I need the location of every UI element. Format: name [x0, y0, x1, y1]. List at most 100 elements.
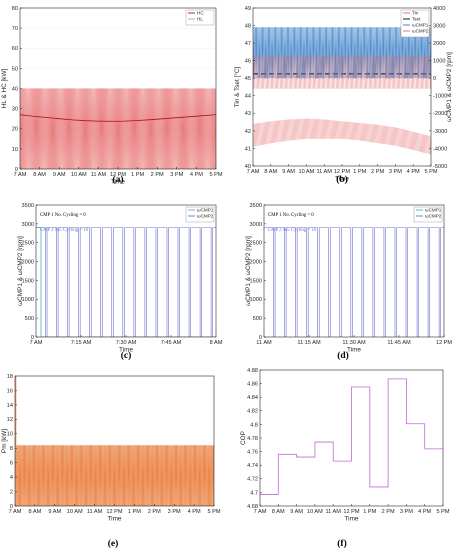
plot-area: [36, 205, 216, 337]
legend-box: [185, 9, 215, 26]
x-tick-label: 8 AM: [29, 509, 42, 515]
panel-letter: (a): [112, 174, 123, 185]
y-tick-label: 70: [12, 26, 18, 32]
x-tick-label: 10 AM: [298, 169, 314, 175]
plot-area: [264, 205, 444, 337]
series-line-1: [20, 88, 216, 169]
x-tick-label: 11 AM: [87, 509, 103, 515]
x-tick-label: 5 PM: [209, 172, 222, 178]
x-tick-label: 9 AM: [282, 169, 295, 175]
chart-panel-6: 4.68 4.7 4.72 4.74 4.76 4.78 4.8 4.82 4.84 4.86 4.…: [240, 368, 450, 549]
x-tick-label: 3 PM: [400, 509, 413, 515]
legend-box: [185, 206, 215, 223]
x-tick-label: 7:30 AM: [116, 340, 137, 346]
y-tick-label: 0: [31, 335, 34, 341]
x-tick-label: 7:45 AM: [161, 340, 182, 346]
y-tick-label: 4.84: [247, 395, 258, 401]
x-axis-title: Time: [119, 347, 133, 354]
x-tick-label: 7 AM: [254, 509, 267, 515]
legend-label: ωCMP2: [197, 214, 214, 219]
panel-letter: (f): [337, 538, 347, 549]
y-tick-label: 16: [7, 388, 13, 394]
series-layer: [36, 227, 216, 337]
chart-panel-5: 0 2 4 6 8 10 12 14 16 18 7 AM 8 AM 9 AM 10 AM 11 AM 12 …: [1, 374, 221, 549]
y-tick-label: 4: [10, 475, 13, 481]
x-tick-label: 10 AM: [67, 509, 83, 515]
y-tick-label: 1500: [22, 278, 34, 284]
y-right-tick-label: 0: [433, 76, 436, 82]
legend-label: ωCMP2: [425, 214, 442, 219]
y-tick-label: 30: [12, 107, 18, 113]
y-right-tick-label: 2000: [433, 41, 445, 47]
legend-label: ωCMP1: [197, 208, 214, 213]
y-tick-label: 42: [245, 129, 251, 135]
y-tick-label: 12: [7, 417, 13, 423]
cycling-annotation: CMP 1 No. Cycling = 0: [268, 213, 314, 218]
y-right-tick-label: -4000: [433, 146, 447, 152]
x-tick-label: 12 PM: [436, 340, 453, 346]
y-axis-title: ωCMP1 & ωCMP2 [rpm]: [17, 236, 24, 306]
y-tick-label: 1500: [250, 278, 262, 284]
y-right-tick-label: 3000: [433, 23, 445, 29]
y-right-tick-label: -2000: [433, 111, 447, 117]
x-tick-label: 4 PM: [407, 169, 420, 175]
y-tick-label: 3000: [22, 222, 34, 228]
x-axis-title: Time: [347, 347, 361, 354]
y-tick-label: 2000: [22, 259, 34, 265]
series-line-2: [20, 114, 216, 122]
series-layer: [264, 227, 444, 337]
y-tick-label: 46: [245, 59, 251, 65]
y-tick-label: 4.76: [247, 450, 258, 456]
y-right-tick-label: -5000: [433, 164, 447, 170]
legend-label: Tset: [412, 17, 421, 22]
x-tick-label: 7 AM: [247, 169, 260, 175]
y-tick-label: 4.68: [247, 504, 258, 510]
y-axis-title: Pm [kW]: [1, 429, 8, 453]
y-axis-title-right: ωCMP1 & ωCMP2 [rpm]: [446, 52, 453, 122]
x-axis-title: Time: [108, 516, 122, 523]
cycling-annotation: CMP 2 No. Cycling = 16: [40, 228, 89, 233]
x-tick-label: 5 PM: [424, 169, 437, 175]
y-tick-label: 43: [245, 111, 251, 117]
legend-box: [413, 206, 443, 223]
x-tick-label: 2 PM: [148, 509, 161, 515]
x-tick-label: 8 AM: [210, 340, 223, 346]
x-tick-label: 3 PM: [170, 172, 183, 178]
y-tick-label: 1000: [22, 297, 34, 303]
x-tick-label: 1 PM: [363, 509, 376, 515]
y-tick-label: 18: [7, 374, 13, 380]
x-tick-label: 8 AM: [33, 172, 46, 178]
x-tick-label: 11 AM: [325, 509, 341, 515]
legend-box: [400, 9, 430, 38]
y-tick-label: 50: [12, 66, 18, 72]
chart-panel-2: 40 41 42 43 44 45 46 47 48 49 -5000 -4000 -3000 -2000…: [233, 6, 453, 185]
y-tick-label: 0: [10, 504, 13, 510]
x-tick-label: 2 PM: [371, 169, 384, 175]
y-right-tick-label: -3000: [433, 129, 447, 135]
panel-letter: (d): [337, 350, 349, 361]
chart-panel-3: 0 500 1000 1500 2000 2500 3000 3500 7 AM 7:15 AM 7…: [17, 203, 223, 361]
series-line-1: [15, 445, 214, 506]
y-tick-label: 4.86: [247, 382, 258, 388]
x-tick-label: 10 AM: [307, 509, 323, 515]
y-tick-label: 2000: [250, 259, 262, 265]
y-tick-label: 2: [10, 489, 13, 495]
x-tick-label: 5 PM: [436, 509, 449, 515]
x-tick-label: 7 AM: [30, 340, 43, 346]
series-line-1: [264, 227, 444, 337]
x-axis-title: Time: [335, 176, 349, 183]
x-tick-label: 12 PM: [334, 169, 351, 175]
x-tick-label: 12 PM: [106, 509, 123, 515]
legend-label: HL: [197, 17, 203, 22]
x-tick-label: 11 AM: [91, 172, 107, 178]
y-tick-label: 3000: [250, 222, 262, 228]
y-axis-title: ωCMP1 & ωCMP2 [rpm]: [245, 236, 252, 306]
y-tick-label: 45: [245, 76, 251, 82]
y-tick-label: 10: [7, 432, 13, 438]
y-tick-label: 8: [10, 446, 13, 452]
